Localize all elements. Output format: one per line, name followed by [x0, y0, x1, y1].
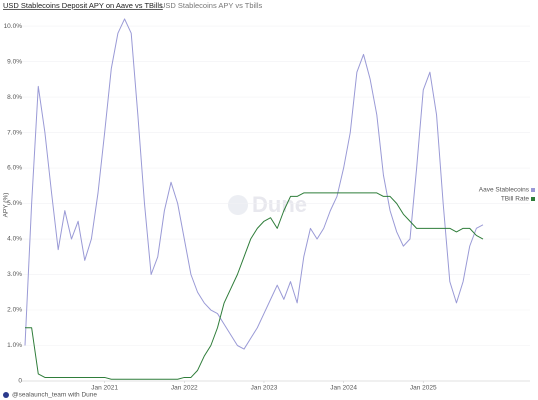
x-tick-label: Jan 2023 — [251, 385, 278, 392]
footer-icon — [3, 392, 9, 398]
y-tick-label: 3.0% — [7, 271, 22, 278]
x-tick-label: Jan 2024 — [330, 385, 357, 392]
y-axis-label: APY (%) — [3, 193, 10, 218]
y-tick-label: 8.0% — [7, 94, 22, 101]
y-tick-label: 5.0% — [7, 200, 22, 207]
y-tick-label: 0 — [18, 378, 22, 385]
chart-title[interactable]: USD Stablecoins Deposit APY on Aave vs T… — [3, 1, 163, 10]
y-tick-label: 6.0% — [7, 165, 22, 172]
legend-swatch — [531, 197, 535, 201]
y-tick-label: 9.0% — [7, 58, 22, 65]
legend-swatch — [531, 188, 535, 192]
y-tick-label: 4.0% — [7, 236, 22, 243]
legend-label: Aave Stablecoins — [479, 187, 530, 194]
chart-subtitle: USD Stablecoins APY vs Tbills — [160, 1, 263, 10]
legend-label: TBill Rate — [501, 196, 530, 203]
series-line — [24, 18, 484, 350]
x-tick-label: Jan 2022 — [171, 385, 198, 392]
y-tick-label: 7.0% — [7, 129, 22, 136]
series-line — [25, 192, 484, 380]
y-tick-label: 10.0% — [4, 23, 23, 30]
x-tick-label: Jan 2021 — [91, 385, 118, 392]
watermark-logo — [228, 195, 248, 215]
y-tick-label: 2.0% — [7, 307, 22, 314]
footer: @sealaunch_team with Dune — [12, 392, 97, 399]
x-tick-label: Jan 2025 — [410, 385, 437, 392]
y-tick-label: 1.0% — [7, 342, 22, 349]
